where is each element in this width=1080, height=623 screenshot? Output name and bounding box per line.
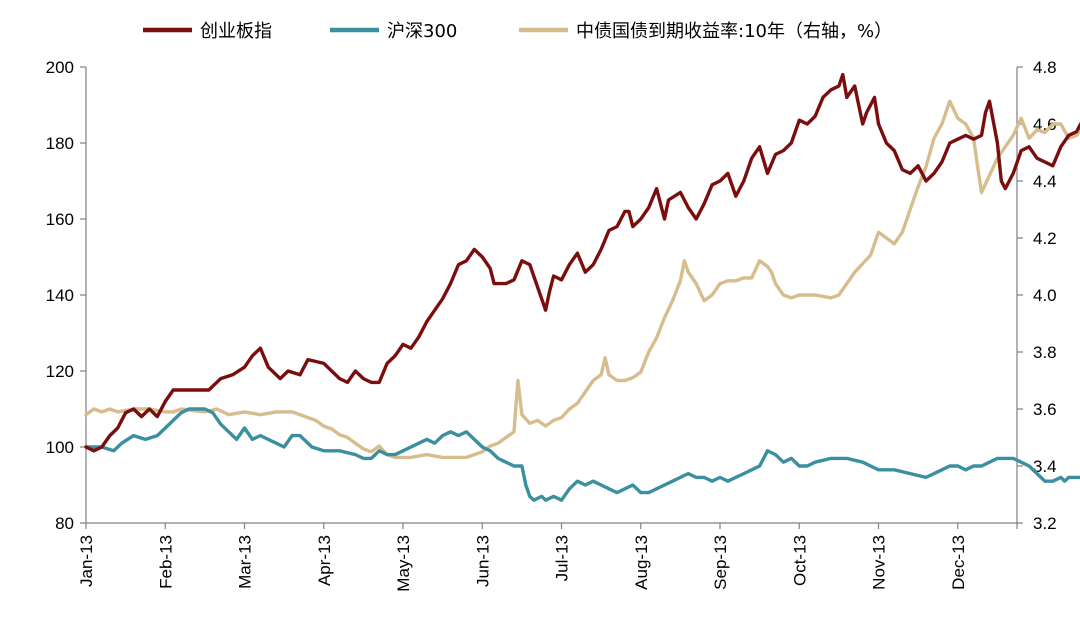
x-tick-label: Mar-13 <box>236 535 255 589</box>
left-y-tick-label: 180 <box>46 134 74 153</box>
x-tick-label: Oct-13 <box>790 535 809 586</box>
right-y-tick-label: 4.8 <box>1033 58 1057 77</box>
series-line-chinext <box>84 72 1080 453</box>
right-y-tick-label: 3.4 <box>1033 457 1057 476</box>
legend-label-csi300: 沪深300 <box>387 21 457 42</box>
legend-item-chinext: 创业板指 <box>143 21 272 42</box>
x-tick-label: Jan-13 <box>77 535 96 587</box>
x-ticks: Jan-13 Feb-13 Mar-13 Apr-13 May-13 Jun-13 Jul-… <box>77 523 1018 592</box>
x-tick-label: Jun-13 <box>473 535 492 587</box>
legend-item-bond-yield: 中债国债到期收益率:10年（右轴，%） <box>519 21 892 42</box>
right-y-tick-label: 3.6 <box>1033 400 1057 419</box>
legend: 创业板指 沪深300 中债国债到期收益率:10年（右轴，%） <box>143 21 892 42</box>
right-y-ticks: 3.23.43.63.84.04.24.44.64.8 <box>1017 58 1057 533</box>
axes <box>85 67 1018 524</box>
x-tick-label: Nov-13 <box>870 535 889 590</box>
left-y-tick-label: 200 <box>46 58 74 77</box>
x-tick-label: Feb-13 <box>156 535 175 589</box>
x-tick-label: Apr-13 <box>315 535 334 586</box>
series-line-bond-yield <box>84 99 1080 460</box>
right-y-tick-label: 4.0 <box>1033 286 1057 305</box>
x-tick-label: Aug-13 <box>632 535 651 590</box>
right-y-tick-label: 4.4 <box>1033 172 1057 191</box>
legend-label-chinext: 创业板指 <box>200 21 272 42</box>
series-layer <box>84 72 1080 502</box>
series-line-csi300 <box>84 407 1080 502</box>
x-tick-label: Jul-13 <box>553 535 572 581</box>
legend-item-csi300: 沪深300 <box>330 21 457 42</box>
left-y-ticks: 80 100 120 140 160 180 200 <box>46 58 86 533</box>
x-tick-label: May-13 <box>394 535 413 592</box>
right-y-tick-label: 3.2 <box>1033 514 1057 533</box>
left-y-tick-label: 120 <box>46 362 74 381</box>
left-y-tick-label: 160 <box>46 210 74 229</box>
right-y-tick-label: 3.8 <box>1033 343 1057 362</box>
x-tick-label: Sep-13 <box>711 535 730 590</box>
left-y-tick-label: 140 <box>46 286 74 305</box>
left-y-tick-label: 80 <box>55 514 74 533</box>
right-y-tick-label: 4.2 <box>1033 229 1057 248</box>
x-tick-label: Dec-13 <box>949 535 968 590</box>
legend-label-bond-yield: 中债国债到期收益率:10年（右轴，%） <box>576 21 892 42</box>
left-y-tick-label: 100 <box>46 438 74 457</box>
